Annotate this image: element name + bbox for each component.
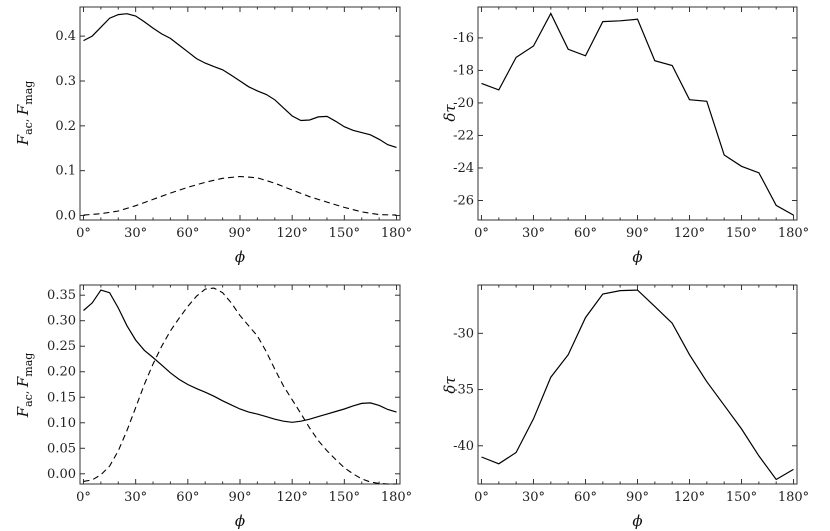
y-tick-label: 0.2 — [55, 119, 76, 134]
series-line-solid — [481, 12, 794, 216]
x-tick-label: 0° — [474, 490, 489, 505]
x-tick-label: 90° — [228, 226, 251, 241]
x-tick-label: 90° — [626, 490, 649, 505]
x-tick-label: 60° — [176, 490, 199, 505]
y-tick-label: 0.25 — [47, 339, 76, 354]
chart-bottom-right: 0° 30° 60° 90° 120° 150° 180° -40 -35 -30 ϕ δτ — [441, 284, 809, 530]
x-tick-label: 150° — [726, 490, 757, 505]
y-tick-label: -24 — [453, 161, 474, 176]
series-line-dashed — [83, 175, 397, 216]
x-tick-label: 90° — [228, 490, 251, 505]
y-tick-label: 0.3 — [55, 74, 76, 89]
x-tick-label: 0° — [76, 226, 91, 241]
plot-frame — [477, 284, 798, 485]
y-axis-label: δτ — [441, 104, 459, 122]
x-tick-label: 0° — [76, 490, 91, 505]
y-tick-label: -22 — [453, 128, 474, 143]
plot-frame — [79, 6, 401, 221]
x-tick-label: 30° — [124, 490, 147, 505]
x-axis-label: ϕ — [235, 512, 245, 530]
y-axis-label: Fac, Fmag — [14, 81, 35, 147]
y-axis-label: Fac, Fmag — [14, 353, 35, 419]
y-tick-label: 0.4 — [55, 29, 76, 44]
x-tick-label: 120° — [277, 490, 308, 505]
chart-top-right: 0° 30° 60° 90° 120° 150° 180° -26 -24 -22 -20 -18 -1… — [441, 6, 809, 266]
x-tick-label: 150° — [726, 226, 757, 241]
x-tick-label: 60° — [176, 226, 199, 241]
x-axis-label: ϕ — [632, 512, 642, 530]
x-tick-label: 180° — [381, 226, 412, 241]
x-tick-label: 30° — [124, 226, 147, 241]
y-axis-label: δτ — [441, 376, 459, 394]
series-line-solid — [83, 289, 397, 423]
y-tick-label: -26 — [453, 193, 474, 208]
y-tick-label: -35 — [453, 383, 474, 398]
x-tick-label: 0° — [474, 226, 489, 241]
x-tick-label: 180° — [778, 226, 809, 241]
series-line-solid — [83, 13, 397, 148]
y-tick-label: -18 — [453, 63, 474, 78]
y-tick-label: 0.00 — [47, 467, 76, 482]
y-tick-label: 0.15 — [47, 390, 76, 405]
x-tick-label: 120° — [674, 490, 705, 505]
y-tick-label: -20 — [453, 96, 474, 111]
y-tick-label: 0.0 — [55, 209, 76, 224]
x-tick-label: 150° — [329, 226, 360, 241]
x-tick-label: 30° — [522, 226, 545, 241]
series-line-dashed — [83, 287, 397, 485]
x-tick-label: 60° — [574, 226, 597, 241]
x-axis-label: ϕ — [632, 248, 642, 266]
series-line-solid — [481, 289, 794, 481]
x-tick-label: 120° — [674, 226, 705, 241]
x-tick-label: 180° — [381, 490, 412, 505]
x-tick-label: 90° — [626, 226, 649, 241]
y-tick-label: 0.05 — [47, 441, 76, 456]
y-tick-label: -30 — [453, 326, 474, 341]
x-tick-label: 120° — [277, 226, 308, 241]
x-tick-label: 180° — [778, 490, 809, 505]
y-tick-label: -40 — [453, 439, 474, 454]
x-tick-label: 150° — [329, 490, 360, 505]
y-tick-label: -16 — [453, 31, 474, 46]
x-axis-label: ϕ — [235, 248, 245, 266]
y-tick-label: 0.20 — [47, 365, 76, 380]
plot-frame — [477, 6, 798, 221]
chart-top-left: 0° 30° 60° 90° 120° 150° 180° 0.0 0.1 0.2 0.3 0.4 ϕ F… — [14, 6, 412, 266]
x-tick-label: 60° — [574, 490, 597, 505]
y-tick-label: 0.30 — [47, 314, 76, 329]
y-tick-label: 0.35 — [47, 288, 76, 303]
y-tick-label: 0.10 — [47, 416, 76, 431]
y-tick-label: 0.1 — [55, 164, 76, 179]
x-tick-label: 30° — [522, 490, 545, 505]
chart-bottom-left: 0° 30° 60° 90° 120° 150° 180° 0.00 0.05 0.10 0.15 0… — [14, 284, 412, 530]
